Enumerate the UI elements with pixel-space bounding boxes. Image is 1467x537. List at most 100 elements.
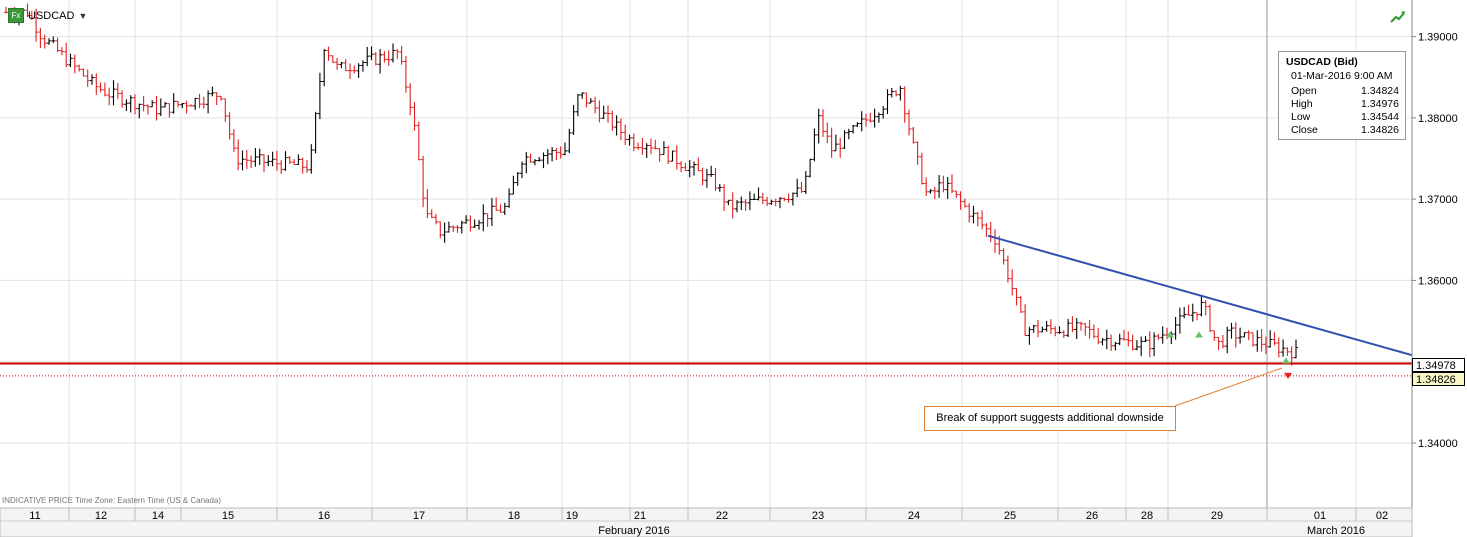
ohlc-bar	[292, 159, 297, 166]
ohlc-bar	[795, 178, 800, 198]
ohlc-bar	[287, 155, 292, 165]
ohlc-bar	[666, 145, 671, 165]
ohlc-bar	[257, 148, 262, 166]
x-tick-label: 25	[1004, 510, 1016, 522]
ohlc-bar	[266, 155, 271, 167]
ohlc-bar	[468, 215, 473, 232]
ohlc-bar	[176, 100, 180, 108]
ohlc-bar	[661, 141, 666, 156]
ohlc-bar	[756, 187, 761, 201]
info-row-high: High 1.34976	[1291, 98, 1399, 110]
ohlc-bar	[709, 165, 714, 177]
ohlc-bar	[154, 95, 159, 121]
chevron-down-icon[interactable]: ▼	[78, 10, 88, 21]
info-value: 1.34544	[1361, 111, 1399, 123]
ohlc-bar	[1281, 339, 1286, 357]
chart-header: Fx USDCAD ▼	[8, 8, 87, 23]
ohlc-bar	[971, 205, 976, 224]
ohlc-bar	[386, 50, 391, 66]
chart-overlays	[0, 234, 1413, 407]
ohlc-bar	[713, 167, 718, 191]
info-row-open: Open 1.34824	[1291, 85, 1399, 97]
ohlc-bar	[528, 153, 533, 163]
ohlc-bar	[653, 139, 658, 150]
ohlc-bar	[51, 36, 56, 44]
ohlc-bar	[614, 115, 619, 136]
ohlc-bar	[1010, 269, 1015, 296]
symbol-label[interactable]: USDCAD	[28, 9, 75, 22]
ohlc-bar	[532, 159, 537, 166]
ohlc-bar	[915, 141, 920, 165]
ohlc-bar	[197, 93, 202, 109]
ohlc-bar	[778, 197, 782, 209]
ohlc-bar	[193, 97, 198, 110]
ohlc-bar	[821, 109, 825, 137]
ohlc-bar	[459, 220, 464, 234]
ohlc-bar	[502, 202, 507, 216]
ohlc-bar	[279, 160, 284, 174]
ohlc-bar	[1036, 319, 1040, 338]
ohlc-bar	[752, 193, 757, 200]
x-tick-label: 14	[152, 510, 164, 522]
ohlc-bar	[201, 96, 206, 109]
ohlc-bar	[1190, 303, 1195, 322]
trend-up-icon[interactable]	[1390, 10, 1406, 24]
x-tick-label: 02	[1376, 510, 1388, 522]
ohlc-bar	[597, 100, 602, 123]
ohlc-bar	[81, 68, 86, 77]
ohlc-bar	[782, 197, 787, 202]
ohlc-bar	[365, 46, 370, 67]
ohlc-bar	[1177, 307, 1182, 334]
ohlc-bar	[219, 95, 223, 101]
ohlc-bar	[1276, 337, 1281, 358]
ohlc-bar	[563, 142, 567, 156]
x-tick-label: 16	[318, 510, 330, 522]
ohlc-bar	[799, 181, 804, 193]
ohlc-bar	[305, 160, 309, 173]
ohlc-bar	[520, 161, 524, 179]
info-title: USDCAD (Bid)	[1286, 56, 1358, 68]
ohlc-bar	[1096, 327, 1101, 345]
ohlc-bar	[700, 167, 705, 186]
ohlc-bar	[902, 86, 907, 123]
ohlc-bar	[1268, 330, 1273, 348]
ohlc-bar	[1263, 336, 1268, 354]
x-tick-label: 22	[716, 510, 728, 522]
info-value: 1.34976	[1361, 98, 1399, 110]
ohlc-bar	[150, 100, 155, 108]
ohlc-bar	[1212, 330, 1217, 341]
ohlc-bar	[425, 189, 430, 219]
annotation-callout[interactable]: Break of support suggests additional dow…	[924, 406, 1176, 431]
x-tick-label: 26	[1086, 510, 1098, 522]
ohlc-bar	[335, 57, 340, 70]
ohlc-bar	[507, 188, 512, 208]
ohlc-bar	[1023, 304, 1028, 336]
ohlc-bar	[524, 151, 529, 174]
ohlc-bar	[313, 111, 318, 154]
ohlc-bar	[571, 105, 576, 135]
ohlc-bar	[77, 64, 82, 72]
info-label: Open	[1291, 85, 1317, 97]
ohlc-bar	[692, 161, 696, 176]
ohlc-bar	[636, 142, 641, 150]
ohlc-bar	[249, 155, 254, 169]
info-label: High	[1291, 98, 1313, 110]
ohlc-bar	[515, 172, 520, 186]
y-tick-label: 1.39000	[1418, 32, 1458, 44]
ohlc-bar	[541, 152, 546, 169]
ohlc-bar	[98, 82, 103, 93]
ohlc-bar	[881, 106, 886, 119]
ohlc-bar	[1246, 330, 1251, 341]
ohlc-bar	[812, 128, 817, 162]
ohlc-bar	[1031, 324, 1036, 333]
ohlc-bar	[180, 102, 185, 109]
ohlc-bar	[1109, 334, 1114, 352]
x-tick-label: 18	[508, 510, 520, 522]
ohlc-bar	[1216, 336, 1221, 351]
ohlc-bar	[657, 148, 662, 162]
ohlc-bar	[283, 151, 288, 171]
ohlc-bar	[412, 102, 417, 131]
ohlc-bar	[253, 148, 258, 167]
ohlc-bar	[1122, 329, 1126, 341]
